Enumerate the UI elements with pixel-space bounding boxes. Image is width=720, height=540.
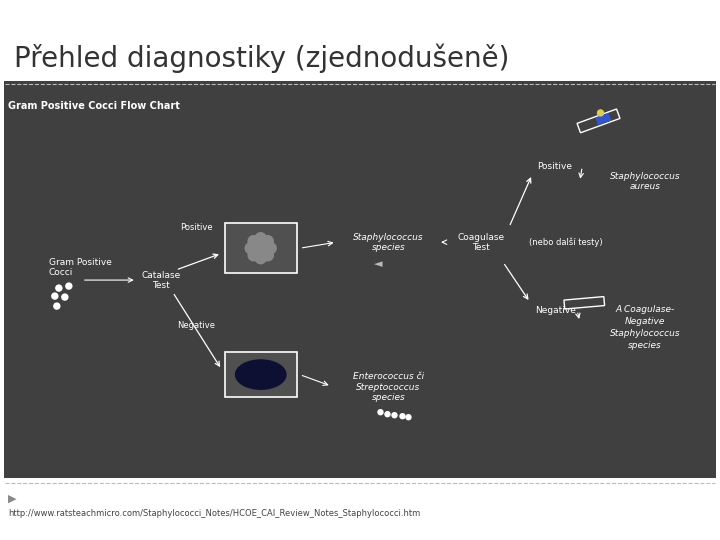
Ellipse shape [235,360,286,389]
Text: Staphylococcus: Staphylococcus [354,233,424,242]
Circle shape [66,283,72,289]
Circle shape [255,253,266,264]
Circle shape [378,410,383,415]
Circle shape [54,303,60,309]
Circle shape [265,243,276,254]
Text: Streptococcus: Streptococcus [356,383,420,391]
Text: aureus: aureus [629,182,660,191]
Circle shape [248,250,259,261]
Circle shape [62,294,68,300]
Bar [225,223,297,273]
Circle shape [255,233,266,244]
Text: Staphylococcus: Staphylococcus [610,329,680,338]
Text: ◄: ◄ [374,259,383,269]
Text: Cocci: Cocci [49,268,73,276]
Text: Test: Test [472,242,490,252]
Circle shape [598,110,603,116]
Text: Přehled diagnostiky (zjednodušeně): Přehled diagnostiky (zjednodušeně) [14,43,509,73]
Circle shape [400,414,405,418]
Text: Negative: Negative [535,306,576,315]
Text: Staphylococcus: Staphylococcus [610,172,680,181]
Text: Negative: Negative [625,318,665,326]
Text: ▶: ▶ [8,494,17,503]
Text: species: species [372,393,405,402]
Circle shape [406,415,411,420]
Text: Enterococcus či: Enterococcus či [353,372,424,381]
Circle shape [248,235,259,247]
Circle shape [255,243,266,254]
Text: (nebo další testy): (nebo další testy) [529,238,603,247]
Text: Negative: Negative [177,321,215,330]
Circle shape [392,413,397,418]
Circle shape [262,235,274,247]
Text: Positive: Positive [537,162,572,171]
Bar [4,81,716,478]
Text: Catalase: Catalase [141,271,180,280]
Text: Gram Positive Cocci Flow Chart: Gram Positive Cocci Flow Chart [7,101,179,111]
Text: Test: Test [152,281,169,289]
Text: Gram Positive: Gram Positive [49,258,112,267]
Circle shape [385,411,390,417]
Circle shape [56,285,62,291]
Text: species: species [628,341,662,350]
Text: Positive: Positive [180,222,212,232]
Circle shape [262,250,274,261]
Text: species: species [372,242,405,252]
Text: Coagulase: Coagulase [457,233,505,242]
Circle shape [52,293,58,299]
Polygon shape [595,113,611,125]
Text: http://www.ratsteachmicro.com/Staphylococci_Notes/HCOE_CAI_Review_Notes_Staphylo: http://www.ratsteachmicro.com/Staphyloco… [8,509,420,518]
Circle shape [246,243,256,254]
Text: A Coagulase-: A Coagulase- [615,305,675,314]
Bar [225,352,297,397]
